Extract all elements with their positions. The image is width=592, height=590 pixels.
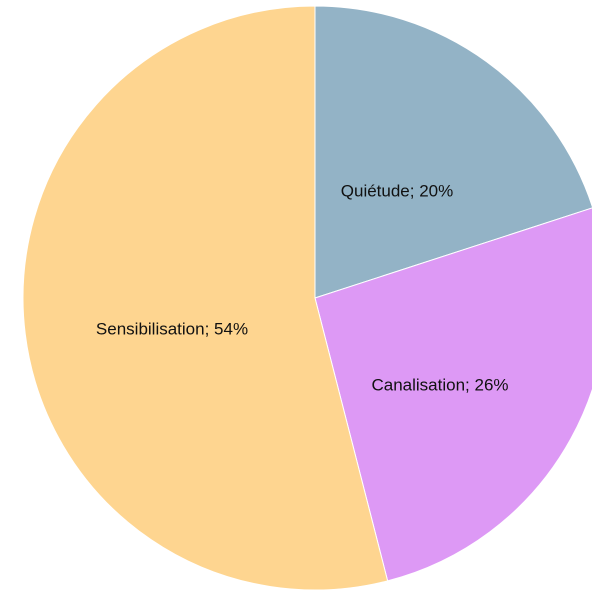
pie-labels: Quiétude; 20% Canalisation; 26% Sensibilis… [96,181,509,394]
pie-label-sensibilisation: Sensibilisation; 54% [96,319,248,338]
pie-label-quietude: Quiétude; 20% [341,181,453,200]
pie-slice-canalisation [314,207,592,582]
pie-slices [22,5,592,590]
pie-slice-sensibilisation [22,5,389,590]
pie-slice-quietude [314,5,592,299]
pie-label-canalisation: Canalisation; 26% [371,375,508,394]
